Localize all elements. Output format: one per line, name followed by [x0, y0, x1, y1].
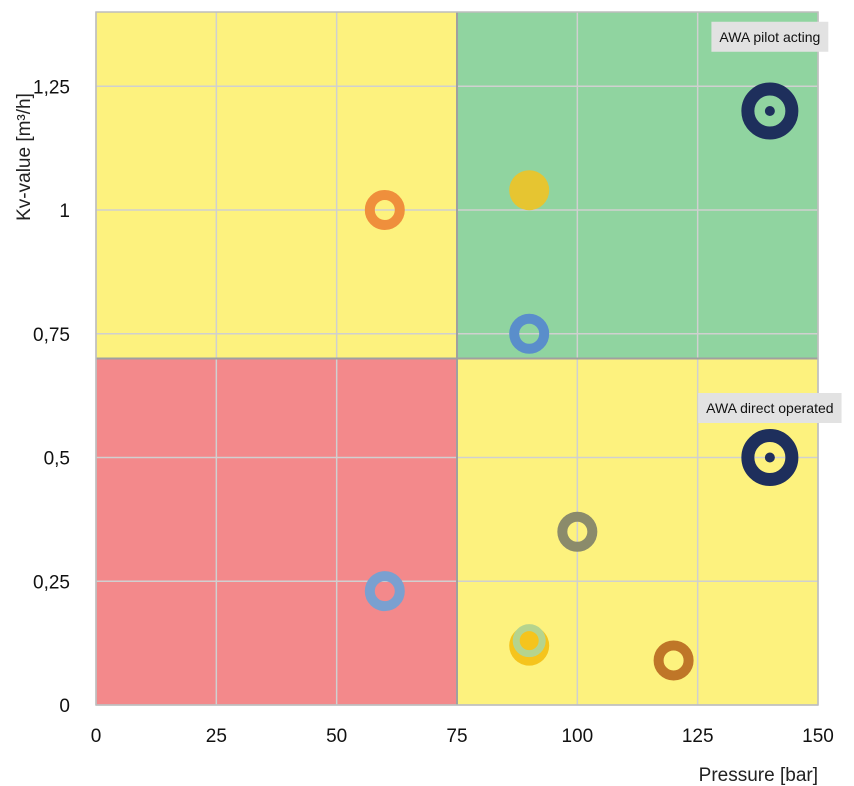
annotation-box — [698, 393, 842, 423]
data-point — [364, 571, 405, 612]
x-tick-label: 100 — [561, 726, 593, 747]
x-axis-ticks: 0 25 50 75 100 125 150 — [91, 726, 834, 747]
gridlines — [95, 11, 819, 706]
annotations: AWA pilot acting AWA direct operated — [698, 21, 842, 423]
y-tick-label: 0,25 — [33, 572, 70, 593]
x-axis-label: Pressure [bar] — [699, 765, 818, 786]
data-points — [364, 82, 799, 681]
x-tick-label: 25 — [206, 726, 227, 747]
data-point — [741, 82, 799, 140]
region-2 — [96, 358, 457, 705]
data-point — [512, 624, 546, 658]
y-axis-label: Kv-value [m³/h] — [14, 93, 35, 221]
data-point-center — [764, 452, 775, 463]
annotation-label: AWA direct operated — [706, 400, 833, 416]
annotation-box — [711, 21, 829, 52]
x-tick-label: 50 — [326, 726, 347, 747]
y-tick-label: 0,5 — [44, 449, 70, 470]
data-point — [557, 511, 598, 552]
region-0 — [96, 12, 457, 359]
y-axis-ticks: 0 0,25 0,5 0,75 1 1,25 — [33, 77, 70, 717]
data-point — [653, 640, 694, 681]
y-tick-label: 1,25 — [33, 77, 70, 98]
data-point-center — [764, 106, 775, 116]
x-tick-label: 125 — [682, 726, 714, 747]
y-tick-label: 1 — [59, 201, 70, 222]
x-tick-label: 150 — [802, 726, 834, 747]
data-point — [509, 170, 550, 211]
data-point — [364, 190, 405, 230]
x-tick-label: 0 — [91, 726, 102, 747]
x-tick-label: 75 — [446, 726, 467, 747]
plot-frame — [95, 11, 819, 706]
annotation-label: AWA pilot acting — [719, 29, 820, 45]
data-point — [741, 429, 799, 486]
y-tick-label: 0,75 — [33, 325, 70, 346]
data-point — [509, 313, 550, 354]
y-tick-label: 0 — [59, 696, 70, 717]
